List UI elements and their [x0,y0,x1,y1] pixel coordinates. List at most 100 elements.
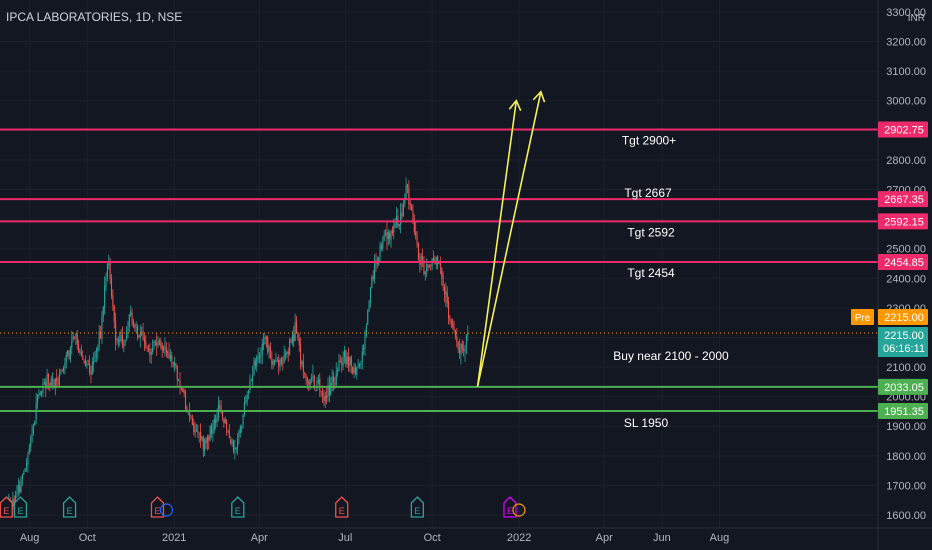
earnings-marker-label: E [3,506,9,516]
candle-body [343,350,346,358]
candle-body [212,430,214,434]
current-price-label: 2215.00 [884,330,924,342]
candle-body [413,220,415,232]
level-price-tag [878,191,928,208]
candle-body [128,314,130,328]
candle-body [453,326,455,331]
candle-body [420,255,422,265]
candle-body [120,334,122,341]
x-tick-label: Apr [251,532,268,544]
candle-body [183,390,185,394]
earnings-event-icon[interactable]: E [0,496,13,518]
candle-body [191,418,193,425]
candle-body [461,344,463,350]
candle-body [235,447,237,449]
candle-body [252,375,254,381]
candle-body [349,356,351,366]
candle-body [385,232,387,235]
candle-body [289,340,291,355]
candle-body [291,335,293,343]
candle-body [253,360,255,376]
candle-body [202,437,204,450]
x-tick-label: Aug [20,532,40,544]
candle-body [268,346,270,352]
earnings-event-icon[interactable]: E [13,496,28,518]
candle-body [442,275,444,288]
candle-body [376,262,378,264]
earnings-marker [335,496,349,518]
candle-body [402,204,404,216]
candle-body [250,379,252,381]
candle-body [342,356,344,367]
candle-body [150,352,152,355]
candle-body [328,385,330,396]
candle-body [198,432,200,434]
candle-body [422,256,424,259]
candle-body [278,359,280,367]
time-axis[interactable]: Aug Oct 2021 Apr Jul Oct 2022 Apr Jun Aug [0,527,932,544]
y-tick-label: 2100.00 [886,362,926,374]
earnings-event-icon[interactable]: E [62,496,77,518]
candle-body [339,361,341,363]
candle-body [209,425,211,440]
candle-body [86,364,88,366]
candle-body [457,341,459,350]
candle-body [123,343,125,347]
candle-body [84,360,87,366]
candle-body [320,390,322,392]
candle-body [79,350,81,353]
candle-body [356,367,358,375]
candle-body [443,287,446,294]
earnings-marker-label: E [339,506,345,516]
earnings-event-icon[interactable]: E [503,496,526,518]
candle-body [294,322,296,341]
earnings-event-icon[interactable]: E [335,496,349,518]
candle-body [152,348,154,352]
candle-body [319,378,321,391]
candle-body [465,335,467,346]
candle-body [115,320,117,340]
pre-market-label: Pre [855,313,871,324]
candle-body [134,324,136,328]
candle-body [23,472,25,475]
candle-body [416,236,418,245]
candle-body [153,341,155,347]
candle-body [149,348,151,356]
candle-body [15,495,17,506]
earnings-event-icon[interactable]: E [231,496,245,518]
candle-body [395,216,398,224]
candle-body [283,354,285,363]
candle-body [346,357,348,364]
candle-body [208,436,210,441]
y-tick-label: 2500.00 [886,244,926,256]
candle-body [224,419,226,424]
candle-body [386,232,388,240]
candle-body [237,438,239,449]
split-marker [159,503,174,517]
candle-body [295,321,298,333]
candle-body [31,433,33,443]
candle-body [261,343,263,356]
candle-body [467,333,469,335]
candle-body [163,346,165,350]
y-tick-label: 3100.00 [886,66,926,78]
candle-body [30,442,32,448]
price-axis[interactable]: 1600.001700.001800.001900.002000.002100.… [877,0,932,550]
candle-body [64,363,66,369]
candle-body [223,418,225,423]
candle-body [293,334,295,341]
candle-body [110,278,113,297]
candle-body [186,407,188,412]
candle-body [220,406,222,413]
earnings-marker [62,496,77,518]
earnings-event-icon[interactable]: E [150,496,174,518]
candle-body [398,224,400,226]
candle-body [405,185,407,200]
candle-body [312,375,314,379]
earnings-event-icon[interactable]: E [410,496,424,518]
candle-body [54,379,56,389]
candle-body [372,276,374,279]
candle-body [241,425,243,428]
candle-body [445,291,447,296]
